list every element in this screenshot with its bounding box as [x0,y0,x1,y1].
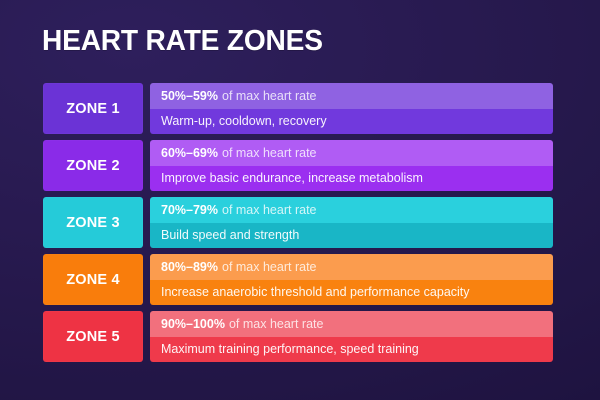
zone-description-band: Build speed and strength [150,222,553,248]
zone-description-band: Improve basic endurance, increase metabo… [150,165,553,191]
zone-row: ZONE 3 70%–79% of max heart rate Build s… [43,197,553,248]
zone-description: Maximum training performance, speed trai… [161,342,419,357]
zone-row: ZONE 4 80%–89% of max heart rate Increas… [43,254,553,305]
zone-description: Warm-up, cooldown, recovery [161,114,327,129]
zone-percent-range: 90%–100% [161,316,225,331]
zone-percent-band: 60%–69% of max heart rate [150,140,553,166]
zone-percent-suffix: of max heart rate [222,202,317,217]
zone-list: ZONE 1 50%–59% of max heart rate Warm-up… [43,83,553,362]
zone-label-box-4: ZONE 4 [43,254,143,305]
zone-label-text: ZONE 5 [66,328,120,345]
zone-row: ZONE 2 60%–69% of max heart rate Improve… [43,140,553,191]
zone-label-box-3: ZONE 3 [43,197,143,248]
zone-percent-band: 80%–89% of max heart rate [150,254,553,280]
zone-gap [143,140,150,191]
zone-percent-suffix: of max heart rate [222,88,317,103]
zone-row: ZONE 1 50%–59% of max heart rate Warm-up… [43,83,553,134]
zone-gap [143,197,150,248]
zone-label-text: ZONE 3 [66,214,120,231]
zone-description-band: Maximum training performance, speed trai… [150,336,553,362]
zone-percent-band: 70%–79% of max heart rate [150,197,553,223]
zone-description-band: Warm-up, cooldown, recovery [150,108,553,134]
zone-label-box-1: ZONE 1 [43,83,143,134]
zone-label-text: ZONE 4 [66,271,120,288]
zone-description: Improve basic endurance, increase metabo… [161,171,423,186]
zone-percent-range: 60%–69% [161,145,218,160]
page-title: HEART RATE ZONES [42,25,323,57]
zone-gap [143,311,150,362]
zone-bars-1: 50%–59% of max heart rate Warm-up, coold… [150,83,553,134]
zone-bars-3: 70%–79% of max heart rate Build speed an… [150,197,553,248]
zone-gap [143,254,150,305]
zone-bars-4: 80%–89% of max heart rate Increase anaer… [150,254,553,305]
zone-percent-suffix: of max heart rate [228,316,324,331]
zone-description: Increase anaerobic threshold and perform… [161,285,470,300]
zone-percent-range: 70%–79% [161,202,218,217]
zone-label-box-2: ZONE 2 [43,140,143,191]
zone-percent-band: 90%–100% of max heart rate [150,311,553,337]
zone-percent-suffix: of max heart rate [222,259,317,274]
zone-percent-range: 50%–59% [161,88,218,103]
zone-label-text: ZONE 1 [66,100,120,117]
zone-percent-range: 80%–89% [161,259,218,274]
zone-percent-suffix: of max heart rate [222,145,317,160]
zone-row: ZONE 5 90%–100% of max heart rate Maximu… [43,311,553,362]
zone-description: Build speed and strength [161,228,300,243]
zone-label-text: ZONE 2 [66,157,120,174]
zone-label-box-5: ZONE 5 [43,311,143,362]
zone-description-band: Increase anaerobic threshold and perform… [150,279,553,305]
zone-gap [143,83,150,134]
zone-bars-2: 60%–69% of max heart rate Improve basic … [150,140,553,191]
zone-percent-band: 50%–59% of max heart rate [150,83,553,109]
zone-bars-5: 90%–100% of max heart rate Maximum train… [150,311,553,362]
